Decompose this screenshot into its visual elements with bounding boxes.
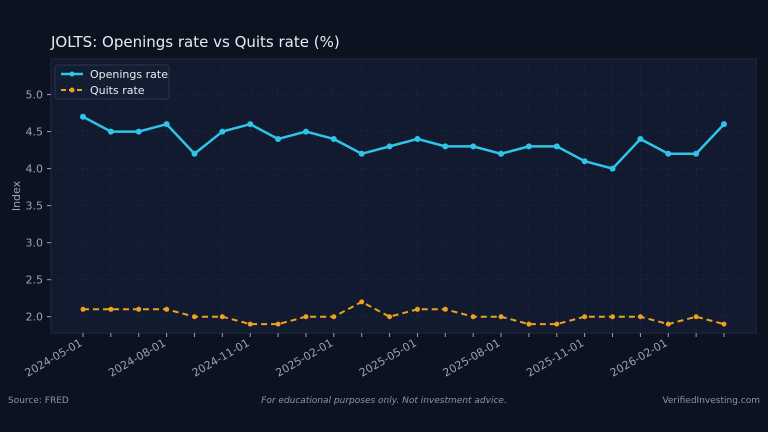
x-tick-label: 2025-05-01 [357, 336, 419, 379]
data-point [163, 121, 170, 128]
series-quits-rate [80, 299, 727, 327]
data-point [470, 143, 477, 150]
data-point [442, 306, 448, 312]
data-point [191, 150, 198, 157]
source-note: Source: FRED [8, 396, 69, 406]
data-point [470, 314, 476, 320]
data-point [135, 128, 142, 135]
data-point [164, 306, 170, 312]
x-tick-label: 2024-11-01 [190, 336, 252, 379]
series-line [83, 300, 725, 326]
data-point [247, 321, 253, 327]
data-point [665, 321, 671, 327]
data-point [80, 306, 86, 312]
data-point [331, 314, 337, 320]
data-point [498, 314, 504, 320]
data-point [387, 314, 393, 320]
legend-label: Openings rate [90, 68, 168, 81]
data-point [219, 314, 225, 320]
series-line [82, 115, 725, 170]
data-point [414, 306, 420, 312]
data-point [498, 150, 505, 157]
data-point [358, 150, 365, 157]
data-point [721, 121, 727, 128]
data-point [526, 321, 532, 327]
series-layer [80, 113, 727, 327]
y-tick-label: 3.5 [26, 200, 44, 213]
legend[interactable]: Openings rate Quits rate [54, 64, 170, 100]
x-tick-label: 2025-11-01 [524, 336, 586, 379]
data-point [610, 314, 616, 320]
data-point [554, 321, 560, 327]
data-point [107, 128, 114, 135]
data-point [80, 113, 86, 120]
y-tick-label: 2.0 [26, 311, 44, 324]
data-point [665, 150, 672, 157]
gridlines [51, 59, 756, 333]
legend-label: Quits rate [90, 84, 145, 97]
chart-title: JOLTS: Openings rate vs Quits rate (%) [51, 33, 340, 51]
legend-box [54, 64, 170, 100]
data-point [302, 128, 309, 135]
data-point [721, 321, 727, 327]
y-tick-label: 4.5 [26, 126, 44, 139]
brand-link[interactable]: VerifiedInvesting.com [662, 396, 760, 406]
x-tick-label: 2025-02-01 [273, 336, 335, 379]
y-tick-label: 4.0 [26, 163, 44, 176]
legend-marker [69, 71, 75, 77]
y-tick-label: 3.0 [26, 237, 44, 250]
disclaimer-note: For educational purposes only. Not inves… [261, 396, 507, 406]
data-point [553, 143, 560, 150]
legend-marker [69, 87, 75, 93]
x-tick-label: 2024-08-01 [106, 336, 168, 379]
data-point [609, 165, 616, 172]
data-point [219, 128, 226, 135]
data-point [693, 314, 699, 320]
data-point [442, 143, 449, 150]
data-point [136, 306, 142, 312]
data-point [247, 121, 254, 128]
data-point [191, 314, 197, 320]
data-point [414, 135, 421, 142]
x-tick-label: 2025-08-01 [441, 336, 503, 379]
data-point [637, 135, 644, 142]
data-point [330, 135, 337, 142]
data-point [108, 306, 114, 312]
data-point [637, 314, 643, 320]
x-tick-label: 2026-02-01 [608, 336, 670, 379]
data-point [275, 321, 281, 327]
y-tick-label: 5.0 [26, 89, 44, 102]
y-axis-label: Index [10, 180, 23, 211]
series-openings-rate [80, 113, 727, 172]
y-tick-label: 2.5 [26, 274, 44, 287]
data-point [386, 143, 393, 150]
data-point [303, 314, 309, 320]
data-point [581, 158, 588, 165]
x-tick-label: 2024-05-01 [23, 336, 85, 379]
plot-area [50, 58, 757, 334]
data-point [359, 299, 365, 305]
data-point [275, 135, 282, 142]
data-point [693, 150, 700, 157]
data-point [582, 314, 588, 320]
data-point [525, 143, 532, 150]
